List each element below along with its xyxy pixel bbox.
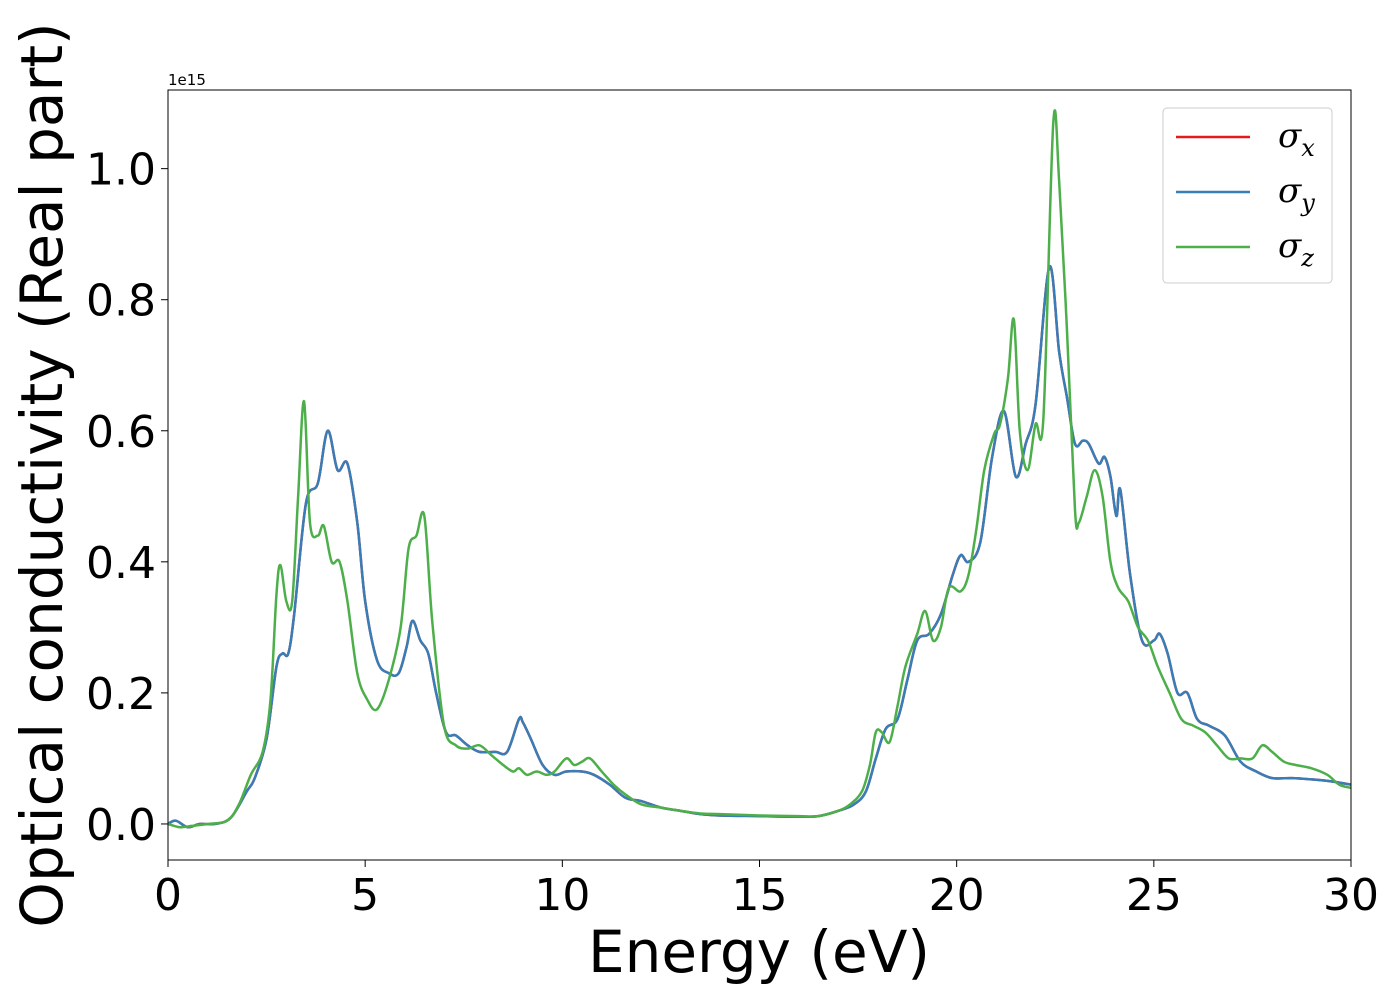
- x-tick-label: 25: [1126, 870, 1182, 921]
- x-tick-label: 30: [1323, 870, 1379, 921]
- plot-area: [168, 90, 1351, 860]
- y-tick-label: 0.2: [86, 669, 156, 720]
- x-tick-label: 20: [929, 870, 985, 921]
- x-axis: 0 5 10 15 20 25 30: [154, 860, 1379, 921]
- legend-box: [1162, 107, 1333, 284]
- y-tick-label: 0.4: [86, 538, 156, 589]
- y-tick-label: 0.0: [86, 800, 156, 851]
- x-tick-label: 15: [732, 870, 788, 921]
- series-line-z: [168, 109, 1351, 829]
- x-tick-label: 10: [534, 870, 590, 921]
- y-tick-label: 0.6: [86, 407, 156, 458]
- y-axis-label: Optical conductivity (Real part): [8, 22, 76, 927]
- x-tick-label: 0: [154, 870, 182, 921]
- x-tick-label: 5: [351, 870, 379, 921]
- y-tick-label: 0.8: [86, 276, 156, 327]
- y-axis: 0.0 0.2 0.4 0.6 0.8 1.0: [86, 145, 168, 851]
- x-axis-label: Energy (eV): [588, 918, 930, 986]
- y-offset-label: 1e15: [168, 71, 206, 89]
- series-layer: [168, 109, 1351, 829]
- y-tick-label: 1.0: [86, 145, 156, 196]
